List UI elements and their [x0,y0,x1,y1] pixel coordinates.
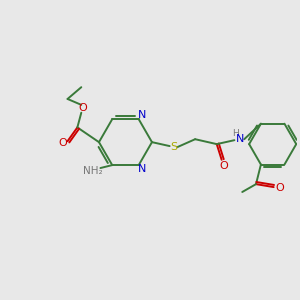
Text: O: O [275,183,284,193]
Text: N: N [137,110,146,120]
Text: N: N [137,164,146,174]
Text: O: O [78,103,87,113]
Text: O: O [58,138,67,148]
Text: N: N [236,134,244,144]
Text: S: S [170,142,177,152]
Text: H: H [232,129,239,138]
Text: NH₂: NH₂ [83,166,102,176]
Text: O: O [219,161,228,171]
